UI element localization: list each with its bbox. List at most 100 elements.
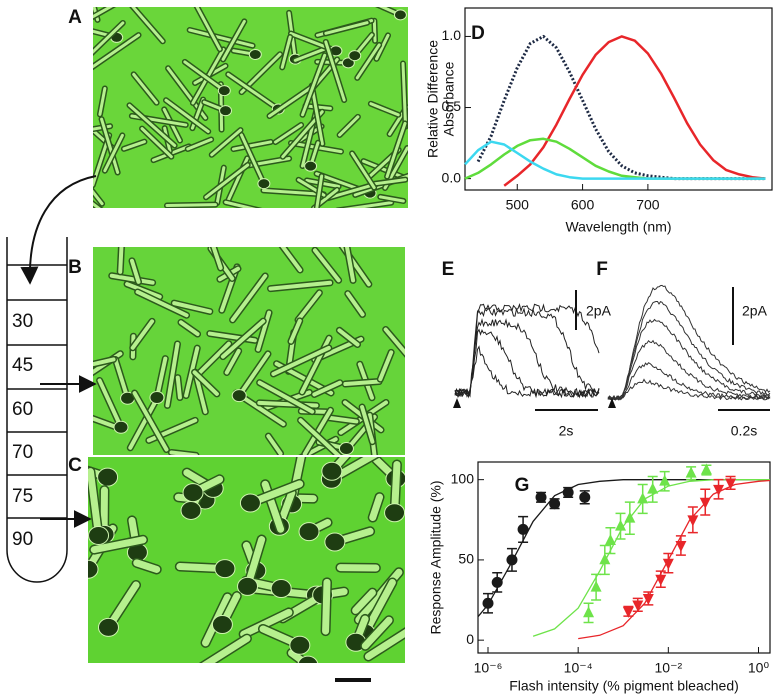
panel-label: G (515, 475, 530, 496)
cell (270, 578, 292, 598)
trace (454, 328, 600, 399)
x-tick-label: 600 (571, 197, 595, 213)
data-point (491, 576, 503, 588)
panel-label: F (596, 259, 608, 280)
cell (93, 7, 114, 19)
cell (165, 342, 180, 408)
cell (195, 7, 222, 51)
cell (226, 72, 280, 111)
cell (293, 47, 326, 62)
trace (607, 284, 771, 401)
spectrum-line (464, 140, 766, 180)
x-tick-label: 10⁻² (655, 660, 683, 676)
cell (113, 357, 130, 401)
cell (196, 341, 231, 377)
cell (372, 19, 377, 43)
cell (221, 19, 246, 61)
data-point (662, 558, 674, 570)
y-axis-label: Relative Difference (425, 40, 441, 158)
cell (103, 133, 124, 173)
cell (172, 301, 212, 314)
cell (240, 608, 293, 638)
cell (188, 28, 255, 48)
cell (149, 390, 165, 404)
x-tick-label: 10⁰ (748, 660, 770, 676)
scale-label: 0.2s (731, 423, 757, 439)
cell (268, 84, 315, 118)
data-point (624, 511, 636, 523)
cell (378, 350, 394, 382)
cell (210, 128, 242, 157)
cell (165, 203, 217, 208)
cell (315, 174, 324, 208)
cell (352, 589, 376, 614)
cell (337, 328, 360, 347)
cell (343, 201, 393, 208)
cell (324, 40, 346, 102)
fraction-label: 30 (12, 311, 33, 332)
data-point (685, 466, 697, 478)
cell (93, 21, 125, 54)
cells (93, 247, 405, 455)
fraction-label: 45 (12, 355, 33, 376)
cell (88, 468, 103, 539)
trace (607, 362, 771, 401)
scale-label: 2pA (586, 303, 612, 319)
traces (607, 284, 771, 401)
spectrum-line (464, 137, 766, 180)
cell (297, 655, 319, 663)
cell (348, 50, 362, 62)
data-point (699, 497, 711, 509)
cell (231, 389, 247, 403)
cell (93, 33, 141, 69)
y-tick-label: 1.0 (442, 27, 462, 43)
cell (257, 380, 315, 414)
cell (360, 405, 375, 444)
cell (224, 200, 256, 208)
cell (133, 559, 161, 573)
cell (131, 7, 165, 43)
cell (345, 291, 365, 317)
y-tick-label: 0 (466, 631, 474, 647)
cell (132, 391, 169, 452)
cell (322, 578, 331, 635)
cell (97, 378, 124, 430)
cell (239, 133, 266, 186)
cell (182, 483, 204, 503)
data-point (655, 574, 667, 586)
cell (350, 151, 376, 190)
plot-frame (464, 7, 773, 191)
cell (164, 98, 210, 134)
cell (237, 576, 259, 596)
micrograph-a (93, 7, 408, 208)
cell (271, 345, 331, 376)
scale-label: 2s (559, 423, 574, 439)
y-axis-label: Response Amplitude (%) (428, 480, 444, 634)
cell (288, 318, 302, 344)
cell (298, 522, 320, 542)
cell (312, 248, 341, 283)
cell (362, 159, 406, 179)
cell (154, 356, 168, 400)
data-point (482, 597, 494, 609)
cell (183, 60, 226, 93)
y-axis-label: Absorbance (441, 61, 457, 136)
cell (338, 442, 354, 455)
cell (324, 415, 359, 424)
spectrum-line (476, 34, 766, 181)
cell (280, 35, 292, 69)
flash-marker (453, 398, 461, 408)
y-tick-label: 0.0 (442, 169, 462, 185)
x-axis-label: Wavelength (nm) (565, 219, 671, 235)
trace (454, 303, 600, 397)
cell (201, 635, 251, 663)
cell (214, 559, 236, 579)
cell (369, 102, 400, 117)
traces (454, 303, 600, 399)
cell (301, 53, 327, 117)
data-point (604, 534, 616, 546)
fraction-label: 90 (12, 529, 33, 550)
cell (129, 258, 141, 284)
fit-line (578, 479, 771, 640)
tube (6, 237, 68, 583)
